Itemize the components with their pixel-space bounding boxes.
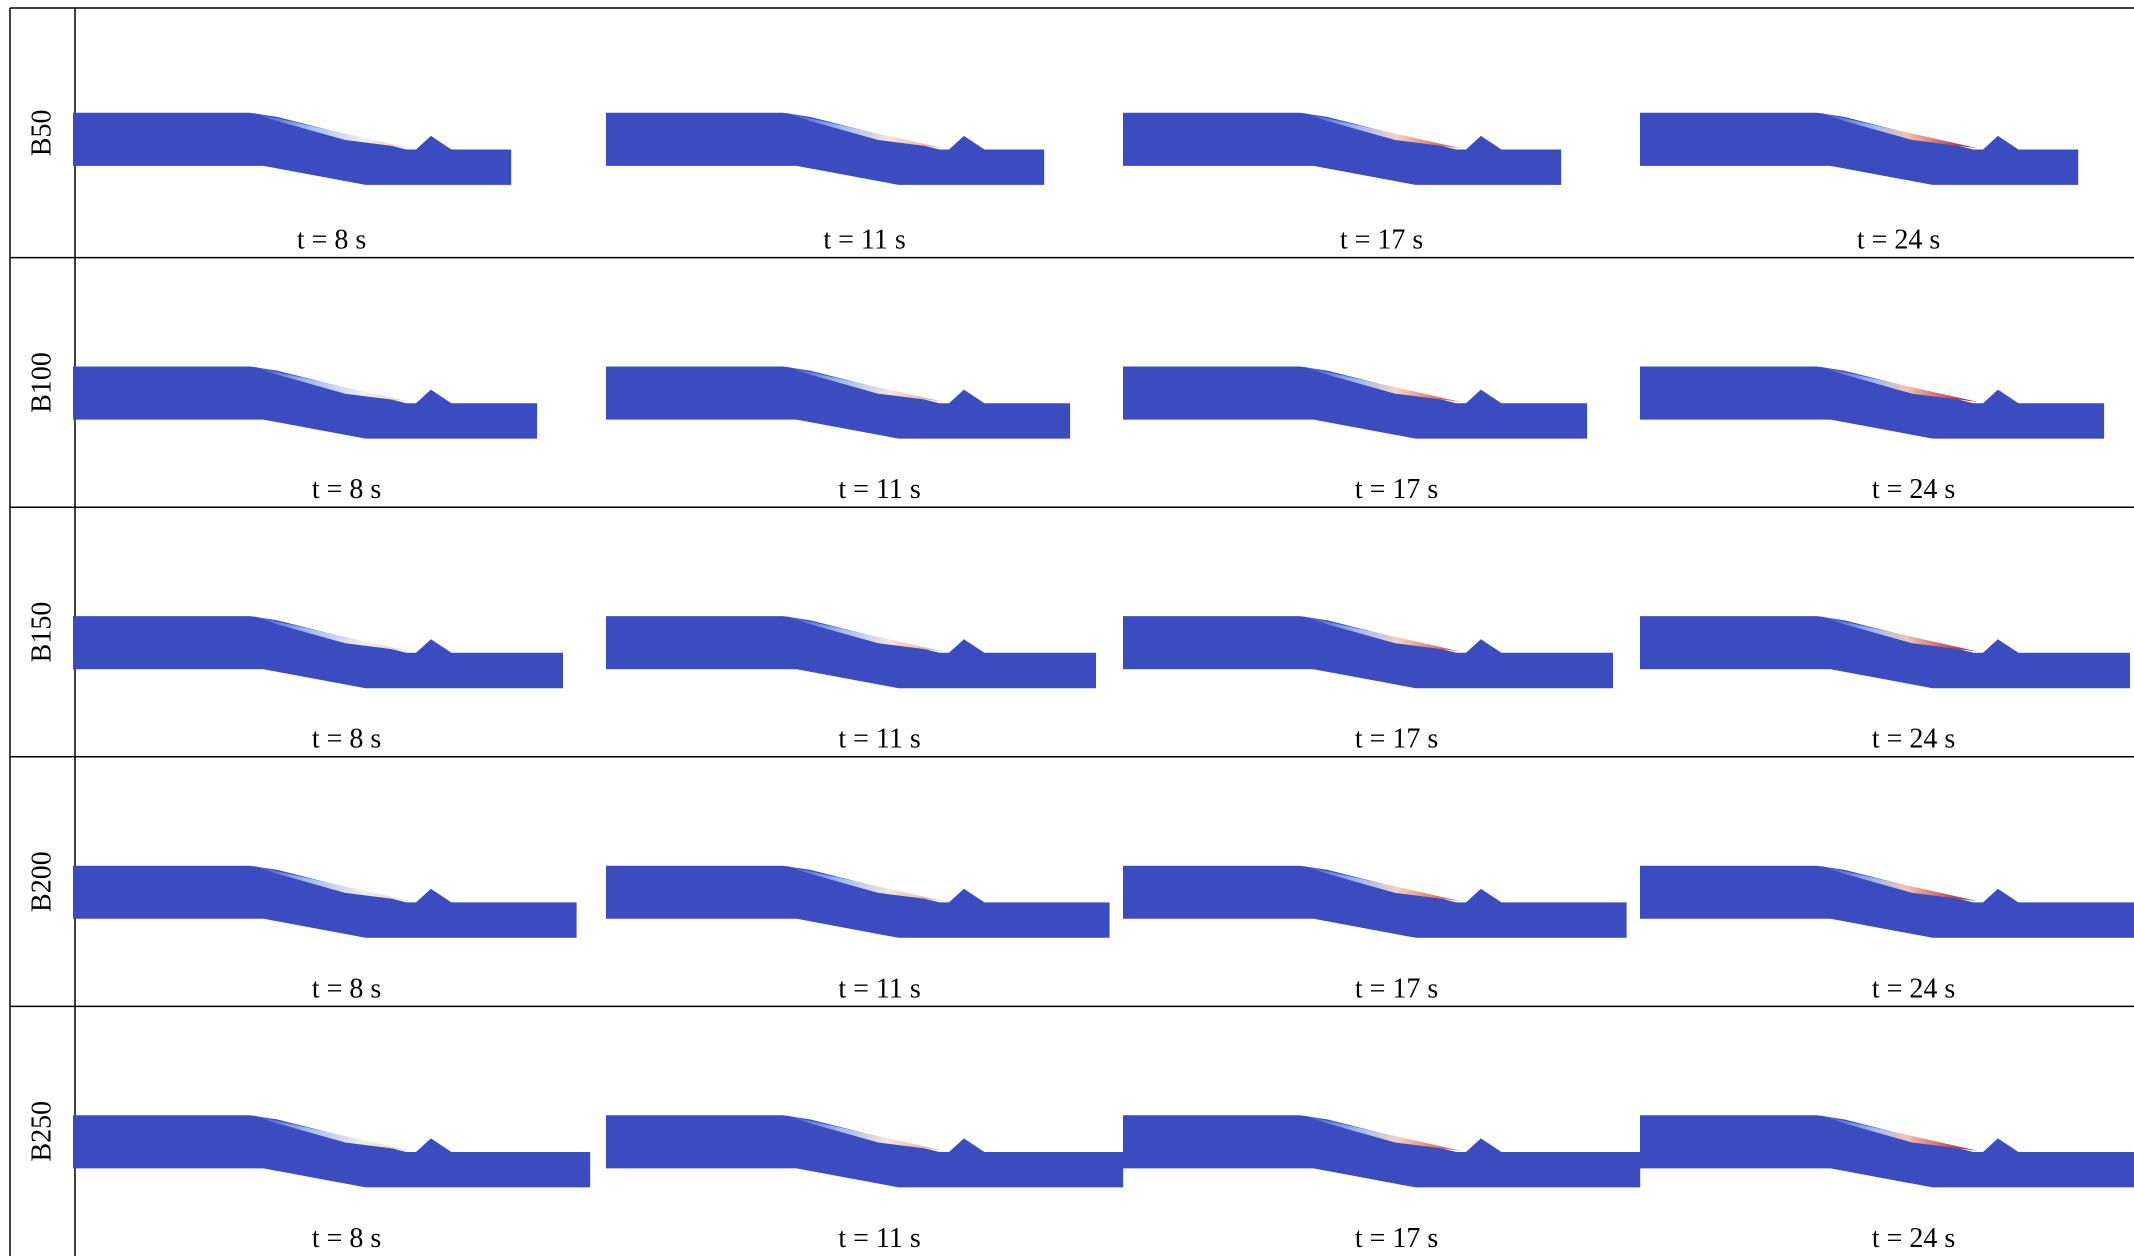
flume-body bbox=[1640, 1115, 2134, 1187]
row-label: B250 bbox=[26, 1101, 57, 1162]
simulation-panel bbox=[1123, 866, 1627, 938]
flume-body bbox=[1123, 367, 1587, 439]
flume-body bbox=[606, 616, 1096, 688]
flume-body bbox=[73, 367, 537, 439]
time-caption: t = 17 s bbox=[1355, 474, 1438, 505]
flume-body bbox=[1640, 616, 2130, 688]
time-caption: t = 8 s bbox=[312, 1223, 381, 1254]
time-caption: t = 24 s bbox=[1872, 973, 1955, 1004]
time-caption: t = 11 s bbox=[838, 973, 920, 1004]
flume-body bbox=[1640, 367, 2104, 439]
simulation-panel bbox=[73, 367, 537, 439]
simulation-panel bbox=[606, 866, 1110, 938]
figure: B50 t = 8 s t = 11 s t = 17 s t = 24 s B100 t … bbox=[0, 0, 2134, 1256]
time-caption: t = 8 s bbox=[297, 225, 366, 256]
time-caption: t = 24 s bbox=[1872, 724, 1955, 755]
flume-body bbox=[73, 616, 563, 688]
time-caption: t = 24 s bbox=[1872, 1223, 1955, 1254]
flume-body bbox=[606, 367, 1070, 439]
simulation-panel bbox=[73, 866, 577, 938]
simulation-panel bbox=[1123, 616, 1613, 688]
simulation-panel bbox=[73, 1115, 590, 1187]
simulation-panel bbox=[1123, 367, 1587, 439]
time-caption: t = 11 s bbox=[838, 474, 920, 505]
flume-body bbox=[73, 1115, 590, 1187]
simulation-panel bbox=[606, 616, 1096, 688]
simulation-panel bbox=[1640, 1115, 2134, 1187]
time-caption: t = 17 s bbox=[1340, 225, 1423, 256]
simulation-panel bbox=[606, 113, 1044, 185]
flume-body bbox=[606, 1115, 1123, 1187]
row-label: B100 bbox=[26, 352, 57, 413]
simulation-panel bbox=[1640, 367, 2104, 439]
simulation-panel bbox=[606, 1115, 1123, 1187]
simulation-panel bbox=[1640, 616, 2130, 688]
time-caption: t = 11 s bbox=[838, 724, 920, 755]
time-caption: t = 11 s bbox=[838, 1223, 920, 1254]
time-caption: t = 8 s bbox=[312, 474, 381, 505]
flume-body bbox=[1640, 866, 2134, 938]
simulation-panel bbox=[1123, 1115, 1640, 1187]
simulation-panel bbox=[73, 616, 563, 688]
flume-body bbox=[1123, 1115, 1640, 1187]
time-caption: t = 8 s bbox=[312, 724, 381, 755]
row-label: B50 bbox=[26, 109, 57, 156]
time-caption: t = 11 s bbox=[823, 225, 905, 256]
time-caption: t = 24 s bbox=[1857, 225, 1940, 256]
time-caption: t = 17 s bbox=[1355, 973, 1438, 1004]
simulation-panel bbox=[1123, 113, 1561, 185]
flume-body bbox=[1123, 866, 1627, 938]
flume-body bbox=[606, 866, 1110, 938]
flume-body bbox=[73, 866, 577, 938]
simulation-panel bbox=[73, 113, 511, 185]
simulation-panel bbox=[606, 367, 1070, 439]
time-caption: t = 24 s bbox=[1872, 474, 1955, 505]
flume-body bbox=[1123, 616, 1613, 688]
time-caption: t = 8 s bbox=[312, 973, 381, 1004]
time-caption: t = 17 s bbox=[1355, 1223, 1438, 1254]
time-caption: t = 17 s bbox=[1355, 724, 1438, 755]
row-label: B150 bbox=[26, 602, 57, 663]
simulation-panel bbox=[1640, 113, 2078, 185]
row-label: B200 bbox=[26, 851, 57, 912]
simulation-panel bbox=[1640, 866, 2134, 938]
